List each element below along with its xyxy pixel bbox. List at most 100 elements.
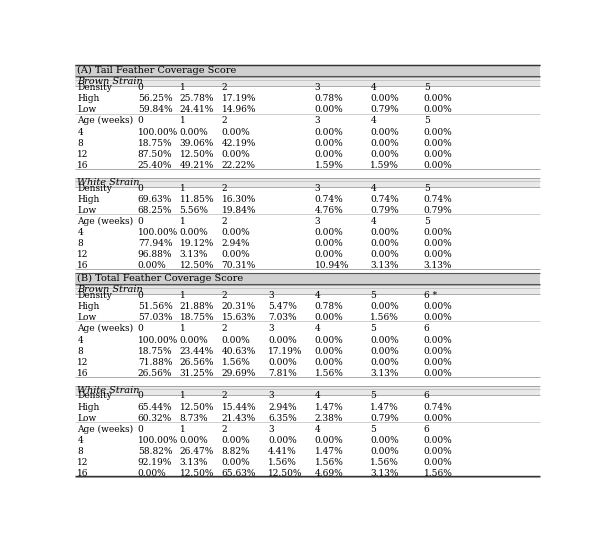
Text: 0.00%: 0.00% [314, 358, 343, 367]
Text: 22.22%: 22.22% [221, 161, 256, 170]
Text: 0: 0 [138, 184, 143, 192]
Text: 0.00%: 0.00% [314, 347, 343, 356]
Text: Density: Density [77, 391, 112, 400]
Text: 8: 8 [77, 240, 83, 248]
Text: 0.00%: 0.00% [221, 150, 250, 159]
Text: 0: 0 [138, 116, 143, 125]
Text: 12: 12 [77, 458, 89, 467]
Text: 3.13%: 3.13% [179, 250, 208, 259]
Text: Low: Low [77, 414, 97, 423]
Text: 0.00%: 0.00% [370, 358, 399, 367]
Text: High: High [77, 302, 100, 311]
Text: Low: Low [77, 106, 97, 114]
Text: 1.56%: 1.56% [314, 369, 343, 377]
Text: 3: 3 [268, 324, 274, 333]
Text: 7.03%: 7.03% [268, 314, 296, 322]
Text: 16: 16 [77, 369, 89, 377]
Text: High: High [77, 195, 100, 204]
Text: 2.94%: 2.94% [268, 403, 296, 412]
Text: 0.00%: 0.00% [424, 240, 452, 248]
Text: 8: 8 [77, 139, 83, 148]
Text: 0.79%: 0.79% [424, 206, 452, 215]
Text: 0.00%: 0.00% [424, 436, 452, 445]
Text: 4: 4 [314, 324, 320, 333]
Text: 15.44%: 15.44% [221, 403, 256, 412]
Text: 100.00%: 100.00% [138, 228, 178, 237]
Text: Age (weeks): Age (weeks) [77, 324, 133, 333]
Text: 100.00%: 100.00% [138, 128, 178, 137]
Text: 0.00%: 0.00% [424, 161, 452, 170]
Text: 0.79%: 0.79% [370, 206, 399, 215]
Text: 0.00%: 0.00% [424, 94, 452, 103]
Text: 0.00%: 0.00% [221, 128, 250, 137]
Text: Brown Strain: Brown Strain [77, 285, 143, 294]
Text: 4: 4 [370, 116, 376, 125]
Text: 0.00%: 0.00% [424, 448, 452, 456]
Text: 5: 5 [424, 116, 430, 125]
Text: 3: 3 [268, 425, 274, 434]
Text: Low: Low [77, 206, 97, 215]
Text: 4: 4 [314, 425, 320, 434]
Text: White Strain: White Strain [77, 386, 140, 394]
Text: 65.63%: 65.63% [221, 469, 256, 478]
Text: 0.00%: 0.00% [179, 436, 208, 445]
Text: 3.13%: 3.13% [370, 369, 399, 377]
Text: 3: 3 [268, 391, 274, 400]
Text: 3: 3 [314, 184, 320, 192]
Text: 2: 2 [221, 184, 227, 192]
Text: 2: 2 [221, 425, 227, 434]
Text: 0.00%: 0.00% [314, 128, 343, 137]
Text: 0.74%: 0.74% [424, 195, 452, 204]
Text: 51.56%: 51.56% [138, 302, 173, 311]
Text: 0.00%: 0.00% [314, 336, 343, 345]
Text: 77.94%: 77.94% [138, 240, 172, 248]
Text: 0.00%: 0.00% [370, 436, 399, 445]
Text: 0.00%: 0.00% [370, 94, 399, 103]
Text: 3: 3 [314, 83, 320, 92]
Text: Density: Density [77, 184, 112, 192]
Text: 0.00%: 0.00% [221, 436, 250, 445]
Text: 4.69%: 4.69% [314, 469, 343, 478]
Text: 2: 2 [221, 116, 227, 125]
Text: 26.56%: 26.56% [138, 369, 172, 377]
Text: 0.00%: 0.00% [314, 106, 343, 114]
Text: 0.00%: 0.00% [424, 458, 452, 467]
Bar [75, 273, 540, 284]
Text: 23.44%: 23.44% [179, 347, 214, 356]
Text: High: High [77, 94, 100, 103]
Text: 6: 6 [424, 324, 430, 333]
Text: 0.00%: 0.00% [314, 314, 343, 322]
Text: 39.06%: 39.06% [179, 139, 214, 148]
Text: Age (weeks): Age (weeks) [77, 425, 133, 434]
Text: 2: 2 [221, 324, 227, 333]
Text: 5: 5 [424, 83, 430, 92]
Text: 1: 1 [179, 425, 185, 434]
Bar [75, 386, 540, 394]
Text: 0.00%: 0.00% [424, 302, 452, 311]
Text: 0.00%: 0.00% [314, 139, 343, 148]
Bar [75, 285, 540, 294]
Text: 1.59%: 1.59% [370, 161, 399, 170]
Text: 69.63%: 69.63% [138, 195, 172, 204]
Text: 15.63%: 15.63% [221, 314, 256, 322]
Text: 0.00%: 0.00% [179, 228, 208, 237]
Text: 3: 3 [314, 217, 320, 226]
Text: 0.00%: 0.00% [314, 436, 343, 445]
Text: 5: 5 [370, 324, 376, 333]
Text: 1: 1 [179, 217, 185, 226]
Text: 0.78%: 0.78% [314, 94, 343, 103]
Text: 0: 0 [138, 324, 143, 333]
Text: 3.13%: 3.13% [370, 469, 399, 478]
Text: 12.50%: 12.50% [179, 262, 214, 270]
Text: 0.00%: 0.00% [179, 128, 208, 137]
Text: 21.43%: 21.43% [221, 414, 256, 423]
Text: 42.19%: 42.19% [221, 139, 256, 148]
Text: 1.56%: 1.56% [370, 458, 399, 467]
Text: 4: 4 [370, 83, 376, 92]
Text: 25.40%: 25.40% [138, 161, 172, 170]
Text: 1: 1 [179, 83, 185, 92]
Text: High: High [77, 403, 100, 412]
Text: 0.00%: 0.00% [370, 250, 399, 259]
Text: 6.35%: 6.35% [268, 414, 297, 423]
Text: 1: 1 [179, 324, 185, 333]
